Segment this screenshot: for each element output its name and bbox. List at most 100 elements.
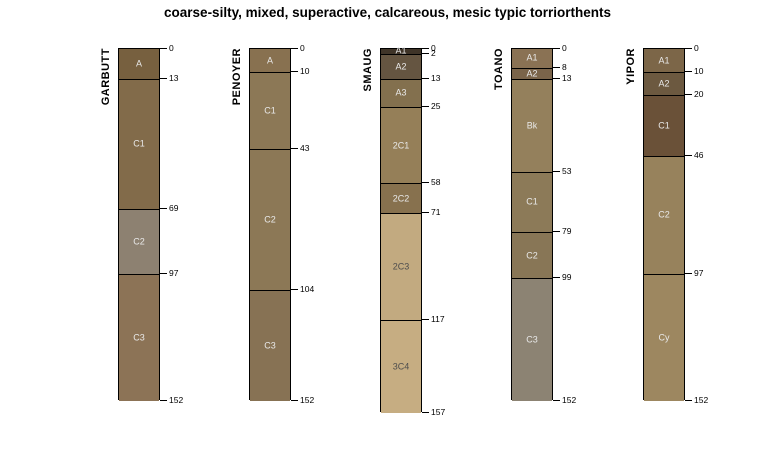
depth-tick [553, 78, 560, 80]
depth-tick [685, 71, 692, 73]
horizon-label: C1 [658, 120, 670, 131]
horizon-yipor-a1: A1 [644, 49, 684, 73]
horizon-label: 3C4 [392, 361, 410, 372]
depth-label: 8 [562, 61, 567, 72]
horizon-toano-c2: C2 [512, 231, 552, 279]
depth-tick [553, 277, 560, 279]
depth-tick [422, 78, 429, 80]
horizon-label: A2 [658, 78, 670, 89]
horizon-yipor-a2: A2 [644, 72, 684, 96]
profile-column-penoyer: A C1 C2 C3 [249, 48, 291, 401]
depth-label: 0 [694, 42, 699, 53]
depth-label: 97 [169, 267, 179, 278]
horizon-yipor-c1: C1 [644, 95, 684, 156]
horizon-penoyer-c1: C1 [250, 72, 290, 149]
depth-tick [291, 48, 298, 49]
depth-tick [422, 212, 429, 214]
horizon-garbutt-c3: C3 [119, 273, 159, 401]
horizon-toano-a2: A2 [512, 67, 552, 80]
depth-label: 10 [694, 65, 704, 76]
depth-label: 0 [431, 42, 436, 53]
depth-label: 13 [431, 72, 441, 83]
depth-tick [685, 400, 692, 402]
depth-label: 2 [431, 47, 436, 58]
horizon-penoyer-c3: C3 [250, 289, 290, 401]
depth-label: 46 [694, 149, 704, 160]
horizon-label: C2 [133, 236, 145, 247]
horizon-penoyer-a: A [250, 49, 290, 73]
profile-id-smaug: SMAUG [362, 48, 374, 92]
horizon-label: A1 [526, 52, 538, 63]
profile-id-penoyer: PENOYER [231, 48, 243, 106]
profile-column-garbutt: A C1 C2 C3 [118, 48, 160, 401]
horizon-label: C3 [133, 332, 145, 343]
depth-tick [422, 182, 429, 184]
depth-label: 43 [300, 142, 310, 153]
horizon-label: Cy [658, 332, 670, 343]
depth-label: 79 [562, 225, 572, 236]
depth-label: 97 [694, 267, 704, 278]
chart-title: coarse-silty, mixed, superactive, calcar… [164, 5, 611, 20]
depth-tick [422, 52, 429, 54]
profile-id-garbutt: GARBUTT [100, 48, 112, 106]
horizon-smaug-a1: A1 [381, 46, 421, 55]
depth-tick [160, 272, 167, 274]
depth-tick [291, 288, 298, 290]
horizon-yipor-cy: Cy [644, 273, 684, 401]
horizon-smaug-a2: A2 [381, 53, 421, 80]
profile-column-yipor: A1 A2 C1 C2 Cy [643, 48, 685, 401]
depth-tick [685, 48, 692, 49]
depth-label: 152 [300, 394, 315, 405]
horizon-smaug-3c4: 3C4 [381, 319, 421, 413]
depth-tick [685, 94, 692, 96]
depth-label: 117 [431, 313, 445, 324]
horizon-label: C2 [264, 214, 276, 225]
horizon-label: A2 [526, 68, 538, 79]
depth-tick [553, 400, 560, 402]
depth-tick [422, 105, 429, 107]
horizon-smaug-2c1: 2C1 [381, 106, 421, 184]
depth-tick [553, 230, 560, 232]
horizon-label: C1 [133, 138, 145, 149]
horizon-label: A1 [658, 55, 670, 66]
depth-tick [553, 66, 560, 68]
depth-label: 0 [169, 42, 174, 53]
horizon-toano-a1: A1 [512, 49, 552, 68]
profile-column-toano: A1 A2 Bk C1 C2 C3 [511, 48, 553, 401]
depth-label: 152 [169, 394, 184, 405]
horizon-label: C1 [526, 196, 538, 207]
horizon-smaug-a3: A3 [381, 79, 421, 107]
profile-id-toano: TOANO [493, 48, 505, 91]
horizon-label: 2C2 [392, 193, 410, 204]
profile-id-yipor: YIPOR [625, 48, 637, 85]
horizon-label: C2 [526, 250, 538, 261]
depth-label: 0 [300, 42, 305, 53]
depth-tick [553, 48, 560, 49]
horizon-yipor-c2: C2 [644, 155, 684, 274]
horizon-label: A2 [395, 61, 407, 72]
horizon-smaug-2c3: 2C3 [381, 213, 421, 320]
depth-tick [160, 400, 167, 402]
depth-label: 99 [562, 272, 572, 283]
depth-label: 53 [562, 165, 572, 176]
depth-tick [685, 272, 692, 274]
horizon-label: 2C3 [392, 261, 410, 272]
depth-tick [553, 170, 560, 172]
depth-label: 58 [431, 177, 441, 188]
depth-tick [422, 48, 429, 49]
horizon-label: 2C1 [392, 140, 410, 151]
horizon-label: C3 [526, 334, 538, 345]
horizon-label: C1 [264, 105, 276, 116]
depth-label: 13 [562, 72, 572, 83]
depth-label: 0 [562, 42, 567, 53]
horizon-toano-c1: C1 [512, 171, 552, 232]
depth-label: 25 [431, 100, 441, 111]
depth-label: 10 [300, 65, 310, 76]
horizon-garbutt-c2: C2 [119, 208, 159, 274]
depth-label: 20 [694, 89, 704, 100]
horizon-smaug-2c2: 2C2 [381, 183, 421, 214]
depth-tick [291, 71, 298, 73]
depth-tick [422, 318, 429, 320]
horizon-toano-c3: C3 [512, 278, 552, 401]
